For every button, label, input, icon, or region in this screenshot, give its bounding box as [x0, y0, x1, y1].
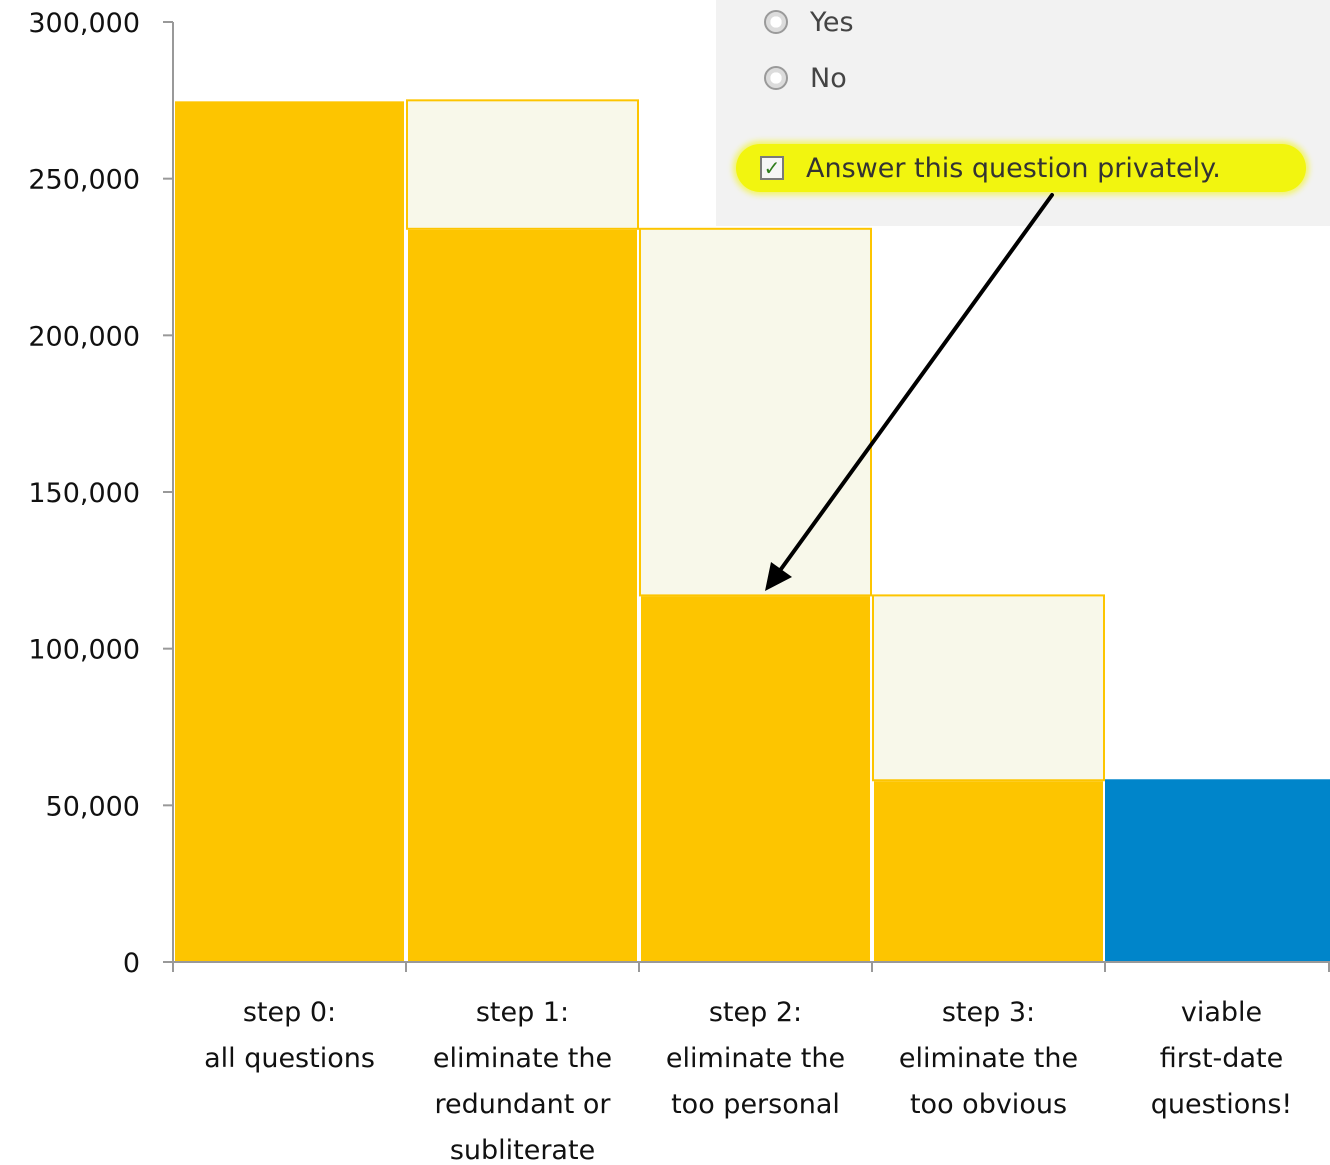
category-label-line: viable	[1181, 997, 1262, 1028]
category-label-line: step 2:	[709, 997, 802, 1028]
category-label-line: too personal	[671, 1089, 840, 1120]
y-tick-label-0: 0	[123, 948, 140, 979]
yellow-highlight	[736, 144, 1306, 192]
category-label-line: subliterate	[450, 1135, 595, 1165]
bar-remaining-0	[173, 99, 406, 964]
category-label-line: step 0:	[243, 997, 336, 1028]
no-radio[interactable]	[764, 66, 788, 90]
category-label-1: step 1: eliminate the redundant or subliter…	[433, 997, 612, 1165]
bar-eliminated-2	[639, 227, 872, 597]
category-label-0: step 0: all questions	[204, 997, 375, 1074]
answer-privately-checkbox[interactable]: ✓	[760, 156, 784, 180]
category-label-line: eliminate the	[666, 1043, 845, 1074]
bar-group	[173, 99, 1330, 964]
bar-eliminated-3	[872, 594, 1105, 782]
y-tick-label-5: 250,000	[28, 165, 140, 196]
bar-eliminated-1	[406, 99, 639, 230]
yes-label: Yes	[810, 6, 854, 38]
category-label-line: eliminate the	[433, 1043, 612, 1074]
category-label-line: redundant or	[434, 1089, 611, 1120]
no-option[interactable]: No	[764, 60, 847, 96]
bar-remaining-2	[639, 594, 872, 964]
category-label-4: viable first-date questions!	[1151, 997, 1293, 1120]
category-label-line: first-date	[1160, 1043, 1283, 1074]
category-label-line: too obvious	[910, 1089, 1067, 1120]
answer-privately-label: Answer this question privately.	[806, 152, 1221, 184]
category-label-line: all questions	[204, 1043, 375, 1074]
y-tick-label-2: 100,000	[28, 635, 140, 666]
bar-remaining-4	[1105, 779, 1330, 963]
answer-privately-option[interactable]: ✓ Answer this question privately.	[760, 148, 1221, 188]
category-label-2: step 2: eliminate the too personal	[666, 997, 845, 1120]
category-label-line: step 1:	[476, 997, 569, 1028]
y-tick-label-4: 200,000	[28, 321, 140, 352]
category-label-group: step 0: all questions step 1: eliminate the…	[204, 997, 1292, 1165]
category-label-line: eliminate the	[899, 1043, 1078, 1074]
y-tick-label-3: 150,000	[28, 478, 140, 509]
bar-remaining-1	[406, 227, 639, 964]
y-tick-label-1: 50,000	[46, 791, 140, 822]
question-panel: Yes No ✓ Answer this question privately.	[716, 0, 1330, 226]
y-tick-label-6: 300,000	[28, 8, 140, 39]
yes-option[interactable]: Yes	[764, 4, 854, 40]
bar-remaining-3	[872, 779, 1105, 963]
category-label-line: questions!	[1151, 1089, 1293, 1120]
no-label: No	[810, 62, 847, 94]
category-label-3: step 3: eliminate the too obvious	[899, 997, 1078, 1120]
yes-radio[interactable]	[764, 10, 788, 34]
category-label-line: step 3:	[942, 997, 1035, 1028]
y-tick-group: 0 50,000 100,000 150,000 200,000 250,000 300,0…	[28, 8, 1330, 979]
